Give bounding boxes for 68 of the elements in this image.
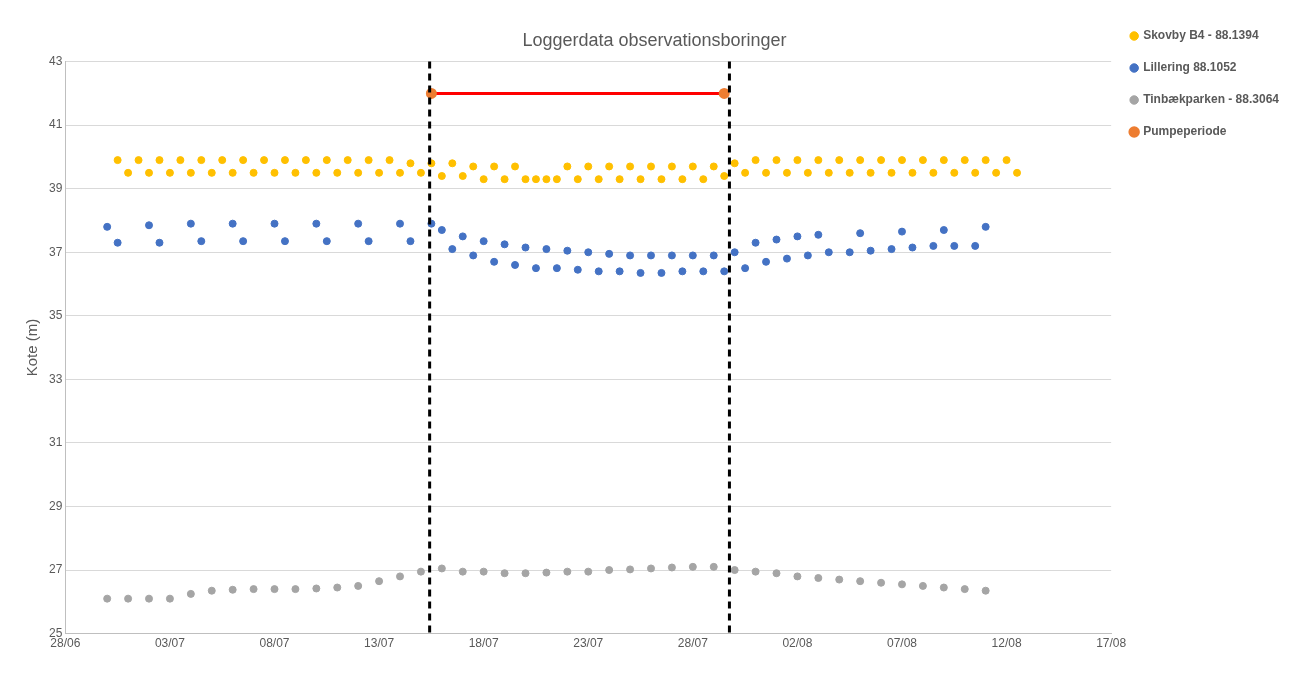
point: [354, 581, 363, 590]
point: [145, 594, 154, 603]
y-tick-label: 27: [48, 562, 63, 577]
chart-title: Loggerdata observationsboringer: [522, 29, 787, 50]
y-tick-label: 41: [48, 117, 63, 132]
point: [960, 585, 969, 594]
point: [835, 575, 844, 584]
point: [165, 594, 174, 603]
point: [249, 585, 258, 594]
point: [605, 566, 614, 575]
point: [898, 580, 906, 589]
point: [793, 572, 802, 581]
point: [437, 564, 446, 573]
point: [814, 573, 823, 582]
y-tick-label: 43: [48, 53, 63, 68]
point: [228, 585, 237, 594]
point: [939, 583, 948, 592]
y-tick-label: 37: [48, 244, 63, 259]
point: [186, 589, 195, 598]
legend-label: Lillering 88.1052: [1143, 60, 1237, 75]
point: [291, 585, 300, 594]
point: [647, 564, 655, 573]
y-tick-label: 29: [48, 498, 63, 513]
x-tick-label: 07/08: [886, 636, 918, 651]
point: [709, 562, 718, 571]
legend-label: Tinbækparken - 88.3064: [1143, 92, 1280, 107]
point: [918, 581, 927, 590]
x-tick-label: 02/08: [782, 636, 813, 651]
x-tick-label: 12/08: [991, 636, 1022, 651]
point: [500, 569, 509, 578]
point: [375, 577, 384, 586]
point: [584, 567, 593, 576]
legend-label: Skovby B4 - 88.1394: [1143, 28, 1259, 43]
point: [626, 565, 635, 574]
point: [124, 594, 133, 603]
point: [730, 566, 739, 575]
y-tick-label: 31: [48, 435, 63, 450]
point: [688, 562, 697, 571]
point: [772, 569, 781, 578]
y-axis-title: Kote (m): [23, 318, 41, 377]
point: [270, 585, 279, 594]
x-tick-label: 23/07: [573, 636, 604, 651]
point: [458, 567, 467, 576]
x-tick-label: 17/08: [1096, 636, 1127, 651]
y-tick-label: 33: [48, 371, 63, 386]
point: [521, 569, 530, 578]
point: [751, 567, 760, 576]
point: [207, 586, 216, 595]
point: [312, 584, 321, 593]
point: [542, 568, 551, 577]
point: [479, 567, 488, 576]
x-tick-label: 13/07: [364, 636, 395, 651]
x-tick-label: 18/07: [468, 636, 500, 651]
legend-label: Pumpeperiode: [1143, 124, 1227, 139]
point: [396, 572, 405, 581]
point: [333, 583, 342, 592]
point: [667, 563, 676, 572]
point: [877, 578, 886, 587]
point: [563, 567, 572, 576]
point: [416, 567, 425, 576]
x-tick-label: 28/07: [677, 636, 709, 651]
x-tick-label: 03/07: [154, 636, 186, 651]
y-tick-label: 39: [48, 181, 63, 196]
point: [981, 586, 990, 595]
point: [856, 577, 865, 586]
point: [103, 594, 112, 603]
y-tick-label: 35: [48, 308, 63, 323]
x-tick-label: 08/07: [259, 636, 290, 651]
